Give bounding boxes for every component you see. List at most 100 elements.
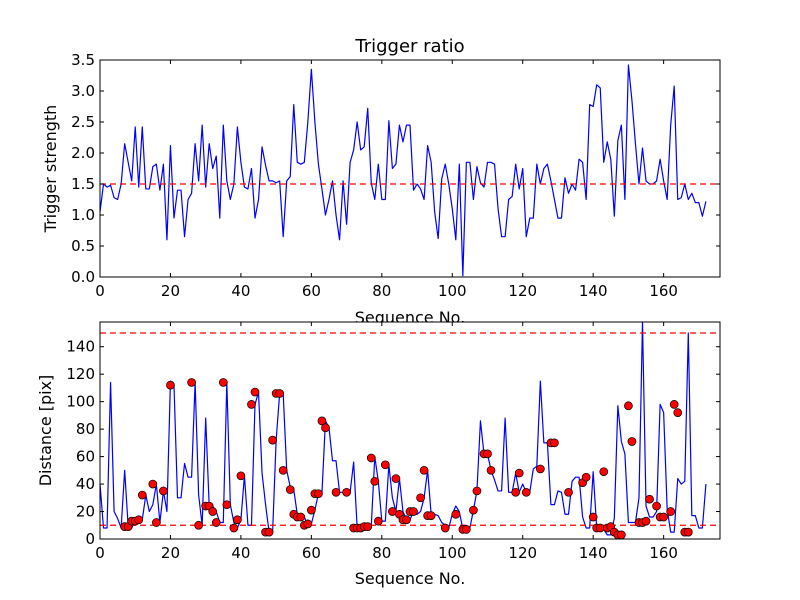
x-tick-label: 120 [508, 282, 537, 300]
data-point-marker [451, 509, 461, 519]
data-point-marker [581, 472, 591, 482]
data-point-marker [134, 515, 144, 525]
data-point-marker [483, 449, 492, 459]
data-point-marker [194, 520, 203, 530]
y-axis-label: Distance [pix] [36, 375, 55, 487]
data-point-marker [669, 400, 679, 409]
data-point-marker [426, 511, 436, 521]
x-axis-label: Sequence No. [355, 569, 466, 588]
data-point-marker [264, 527, 274, 537]
data-point-marker [550, 438, 559, 448]
data-point-marker [187, 378, 196, 387]
data-point-marker [627, 437, 637, 446]
y-tick-label: 40 [76, 475, 95, 493]
x-tick-label: 60 [302, 544, 321, 562]
data-point-marker [268, 435, 277, 445]
data-point-marker [511, 487, 521, 497]
data-point-marker [303, 519, 313, 529]
data-point-marker [331, 487, 341, 497]
y-tick-label: 0 [85, 530, 95, 548]
y-tick-label: 2.0 [71, 144, 95, 162]
data-point-marker [229, 523, 239, 533]
data-point-marker [391, 474, 401, 483]
axes-frame [99, 59, 721, 278]
data-point-marker [342, 487, 351, 497]
data-point-marker [666, 507, 676, 516]
x-tick-label: 60 [302, 282, 321, 300]
data-point-marker [521, 487, 531, 497]
data-point-marker [307, 505, 316, 515]
axes-frame [99, 321, 721, 540]
data-point-marker [211, 518, 221, 527]
series-line [99, 64, 707, 277]
y-tick-label: 3.0 [71, 82, 95, 100]
y-tick-label: 2.5 [71, 113, 95, 131]
data-point-marker [409, 507, 418, 516]
x-tick-label: 40 [231, 544, 250, 562]
data-point-marker [363, 522, 373, 531]
data-point-marker [317, 416, 327, 426]
axis-ticks: 0 20 40 60 80 100 120 140 160 0 20 40 60 80 100 120 140 [66, 322, 720, 562]
data-point-marker [652, 501, 661, 511]
y-tick-label: 140 [66, 338, 95, 356]
data-point-marker [683, 527, 693, 537]
data-point-marker [148, 479, 158, 489]
data-point-marker [659, 512, 668, 522]
data-point-marker [645, 494, 654, 504]
data-point-marker [366, 453, 376, 463]
data-point-marker [673, 408, 683, 417]
x-tick-label: 40 [231, 282, 250, 300]
y-tick-label: 1.5 [71, 175, 95, 193]
data-point-marker [218, 378, 228, 387]
y-tick-label: 20 [76, 503, 95, 521]
data-point-marker [159, 486, 168, 496]
data-point-marker [462, 525, 471, 534]
data-point-marker [285, 485, 295, 494]
x-tick-label: 100 [438, 544, 467, 562]
data-point-marker [472, 486, 482, 496]
data-point-marker [588, 512, 598, 522]
data-point-marker [624, 401, 633, 411]
y-tick-label: 1.0 [71, 206, 95, 224]
data-point-marker [599, 467, 609, 477]
x-tick-label: 0 [95, 544, 105, 562]
data-point-marker [514, 468, 524, 478]
data-point-marker [296, 512, 306, 522]
data-point-marker [373, 516, 383, 526]
y-tick-label: 80 [76, 420, 95, 438]
data-point-marker [535, 464, 545, 474]
x-tick-label: 140 [579, 544, 608, 562]
data-point-marker [641, 516, 651, 526]
plot-content [99, 64, 720, 277]
plot-content [99, 321, 720, 540]
data-point-marker [416, 493, 425, 503]
x-tick-label: 0 [95, 282, 105, 300]
data-point-marker [564, 487, 573, 497]
data-point-marker [314, 489, 323, 499]
data-point-marker [236, 471, 246, 481]
axis-ticks: 0 20 40 60 80 100 120 140 160 0.0 0.5 1.0 1.5 2.0 2.5 3… [71, 51, 720, 300]
data-point-marker [321, 423, 330, 433]
trigger-ratio-chart: Trigger ratio 0 20 40 60 80 100 120 140 160 0.0 0.… [41, 36, 721, 327]
x-tick-label: 140 [579, 282, 608, 300]
data-point-marker [208, 507, 218, 516]
x-tick-label: 160 [649, 282, 678, 300]
data-point-marker [275, 389, 285, 398]
y-tick-label: 120 [66, 365, 95, 383]
y-tick-label: 0.5 [71, 237, 95, 255]
data-point-marker [440, 523, 450, 533]
y-tick-label: 60 [76, 448, 95, 466]
y-tick-label: 100 [66, 393, 95, 411]
data-point-marker [166, 380, 175, 390]
x-tick-label: 160 [649, 544, 678, 562]
data-point-marker [419, 465, 429, 475]
data-point-marker [152, 518, 161, 527]
data-point-marker [137, 490, 147, 500]
x-tick-label: 80 [372, 282, 391, 300]
data-point-marker [370, 476, 380, 486]
data-point-marker [222, 500, 232, 510]
data-point-marker [402, 515, 411, 525]
data-point-marker [278, 465, 288, 475]
x-tick-label: 100 [438, 282, 467, 300]
